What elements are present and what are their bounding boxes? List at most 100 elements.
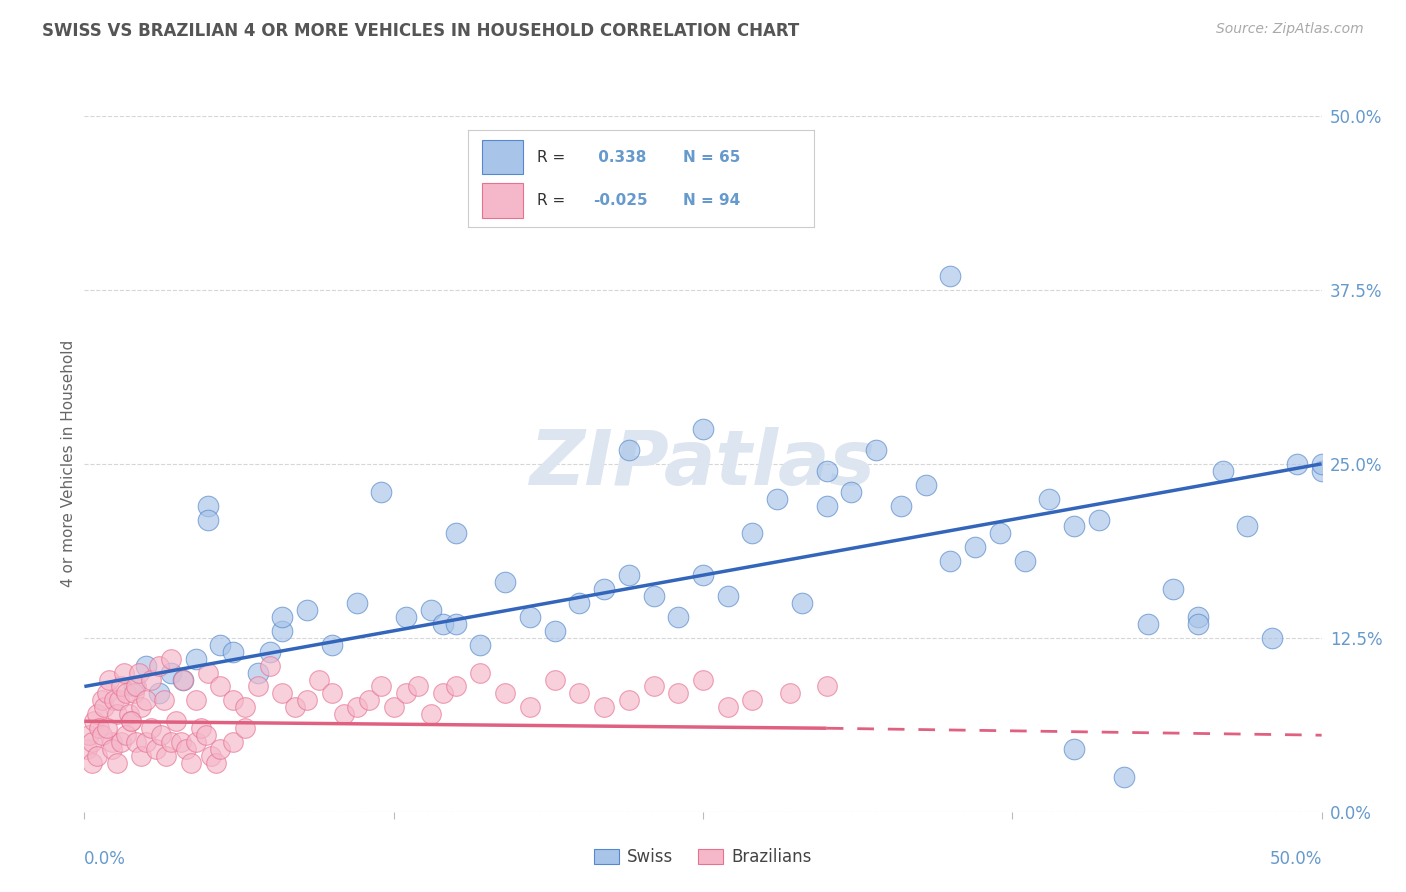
Point <box>271 610 294 624</box>
Point <box>914 477 936 491</box>
Point <box>209 638 232 652</box>
Point <box>1161 582 1184 596</box>
Point <box>333 707 356 722</box>
Point <box>174 742 197 756</box>
Point <box>295 603 318 617</box>
Point <box>321 686 343 700</box>
Point <box>1063 742 1085 756</box>
Point <box>494 686 516 700</box>
Point <box>172 673 194 687</box>
Point <box>86 749 108 764</box>
Point <box>382 700 405 714</box>
Point <box>209 680 232 694</box>
Point <box>543 673 565 687</box>
Point <box>432 616 454 631</box>
Point <box>145 742 167 756</box>
Point <box>128 665 150 680</box>
Point <box>271 624 294 638</box>
Point <box>100 735 122 749</box>
Point <box>246 680 269 694</box>
Point <box>246 665 269 680</box>
Text: 0.0%: 0.0% <box>84 850 127 868</box>
Point <box>105 756 128 770</box>
Point <box>419 707 441 722</box>
Point <box>86 707 108 722</box>
Point <box>259 645 281 659</box>
Point <box>118 707 141 722</box>
Point <box>1112 770 1135 784</box>
Point <box>666 610 689 624</box>
Point <box>170 735 193 749</box>
Point <box>83 714 105 729</box>
Point <box>103 693 125 707</box>
Point <box>160 735 183 749</box>
Point <box>233 721 256 735</box>
Point <box>1261 631 1284 645</box>
Point <box>135 693 157 707</box>
Point <box>1187 616 1209 631</box>
Point <box>184 651 207 665</box>
Point <box>1212 464 1234 478</box>
Point <box>432 686 454 700</box>
Legend: Swiss, Brazilians: Swiss, Brazilians <box>588 842 818 873</box>
Point <box>135 735 157 749</box>
Point <box>152 693 174 707</box>
Point <box>692 568 714 582</box>
Point <box>308 673 330 687</box>
Text: ZIPatlas: ZIPatlas <box>530 427 876 500</box>
Point <box>155 749 177 764</box>
Point <box>444 680 467 694</box>
Point <box>110 680 132 694</box>
Point <box>643 589 665 603</box>
Point <box>617 693 640 707</box>
Point <box>617 568 640 582</box>
Point <box>120 714 142 729</box>
Point <box>222 645 245 659</box>
Point <box>79 728 101 742</box>
Point <box>717 700 740 714</box>
Point <box>1014 554 1036 568</box>
Point <box>129 749 152 764</box>
Point <box>965 541 987 555</box>
Point <box>408 680 430 694</box>
Point <box>370 680 392 694</box>
Point <box>141 673 163 687</box>
Point <box>617 442 640 457</box>
Point <box>593 700 616 714</box>
Point <box>233 700 256 714</box>
Point <box>444 616 467 631</box>
Point <box>90 693 112 707</box>
Point <box>865 442 887 457</box>
Point <box>98 673 121 687</box>
Point <box>90 728 112 742</box>
Point <box>222 735 245 749</box>
Point <box>321 638 343 652</box>
Point <box>122 686 145 700</box>
Point <box>470 638 492 652</box>
Point <box>259 658 281 673</box>
Point <box>890 499 912 513</box>
Point <box>494 575 516 590</box>
Point <box>197 665 219 680</box>
Point <box>419 603 441 617</box>
Point <box>1285 457 1308 471</box>
Point <box>122 680 145 694</box>
Point <box>89 721 111 735</box>
Point <box>395 686 418 700</box>
Point <box>112 665 135 680</box>
Text: Source: ZipAtlas.com: Source: ZipAtlas.com <box>1216 22 1364 37</box>
Point <box>295 693 318 707</box>
Point <box>80 735 103 749</box>
Point <box>115 686 138 700</box>
Point <box>105 707 128 722</box>
Point <box>76 742 98 756</box>
Point <box>1187 610 1209 624</box>
Point <box>108 693 131 707</box>
Point <box>204 756 226 770</box>
Point <box>741 526 763 541</box>
Point <box>1063 519 1085 533</box>
Point <box>988 526 1011 541</box>
Point <box>190 721 212 735</box>
Point <box>568 596 591 610</box>
Point <box>766 491 789 506</box>
